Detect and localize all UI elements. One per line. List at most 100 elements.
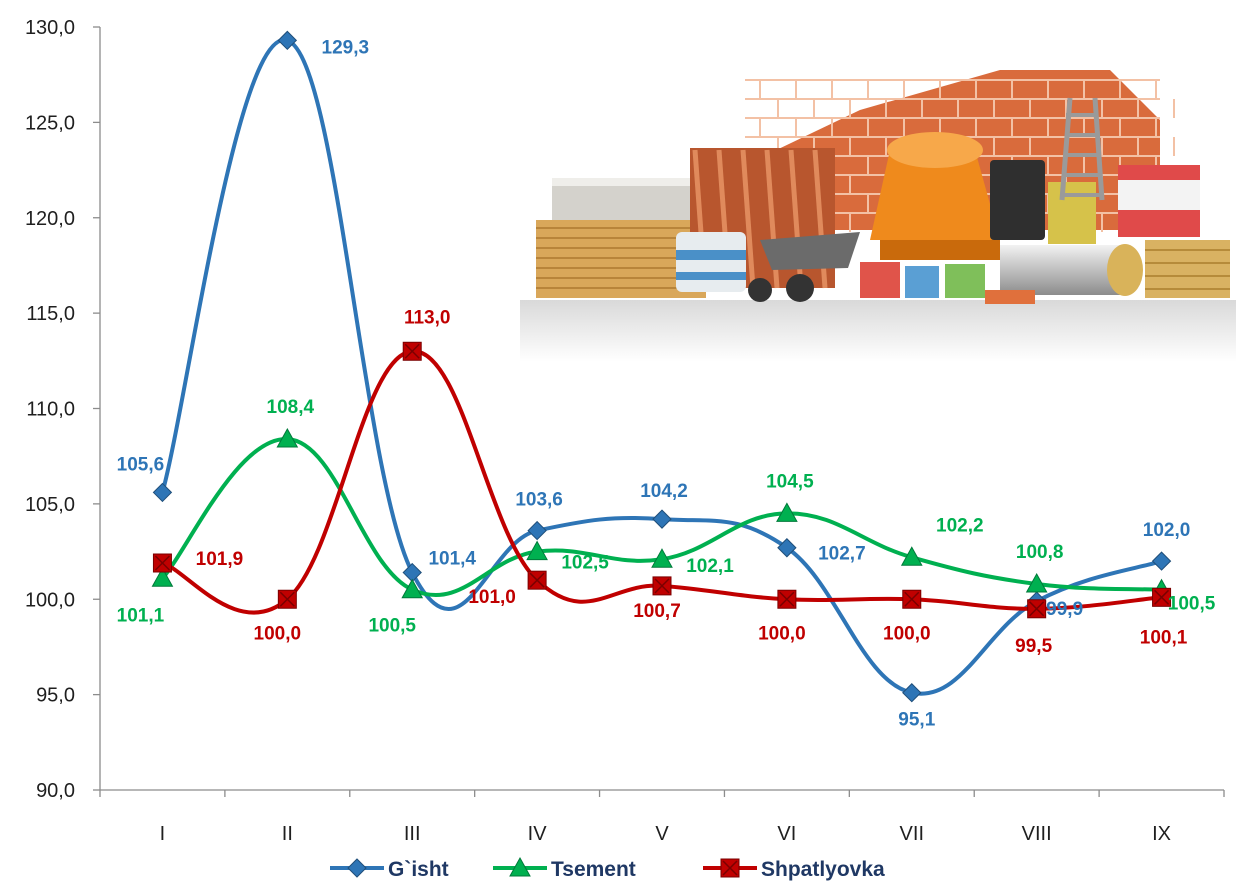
data-point-shpatlyovka-iv-cross-b <box>529 572 545 588</box>
data-label-shpatlyovka-i: 101,9 <box>196 549 244 570</box>
data-point-shpatlyovka-vii-cross-b <box>904 591 920 607</box>
y-tick-label: 110,0 <box>26 399 75 421</box>
y-tick-label: 95,0 <box>36 685 75 707</box>
y-tick-label: 105,0 <box>25 494 75 516</box>
data-label-tsement-viii: 100,8 <box>1016 542 1064 563</box>
data-label-g-isht-vi: 102,7 <box>818 544 866 565</box>
data-point-g-isht-iv <box>527 520 547 541</box>
legend-item-shpatlyovka: Shpatlyovka <box>703 858 885 881</box>
data-point-g-isht-vi <box>777 538 797 558</box>
data-label-tsement-vi: 104,5 <box>766 471 814 492</box>
data-point-tsement-v <box>651 548 673 568</box>
data-label-shpatlyovka-v: 100,7 <box>633 601 681 622</box>
legend-label: Tsement <box>551 858 636 881</box>
x-tick-label: IX <box>1152 823 1171 845</box>
data-label-shpatlyovka-vi: 100,0 <box>758 623 806 644</box>
data-point-shpatlyovka-iii-cross-b <box>404 343 420 359</box>
data-point-g-isht-i <box>152 482 173 503</box>
data-label-tsement-i: 101,1 <box>117 605 165 626</box>
data-point-shpatlyovka-v-cross-b <box>654 578 670 594</box>
y-tick-label: 130,0 <box>25 17 75 39</box>
data-label-shpatlyovka-iii: 113,0 <box>404 307 451 328</box>
series-line-shpatlyovka <box>160 349 1164 615</box>
x-tick-label: VIII <box>1022 823 1052 845</box>
data-point-g-isht-ix <box>1151 551 1172 571</box>
data-point-g-isht-vii <box>902 683 922 703</box>
series-shpatlyovka <box>152 341 1172 619</box>
y-tick-label: 90,0 <box>36 780 75 802</box>
data-point-shpatlyovka-i-cross-b <box>154 555 170 571</box>
data-label-g-isht-ii: 129,3 <box>322 37 370 58</box>
series-layer <box>151 30 1173 703</box>
cement-bags <box>676 232 746 292</box>
data-label-g-isht-viii: 99,9 <box>1046 599 1083 620</box>
data-point-tsement-iii <box>401 578 424 599</box>
data-label-g-isht-ix: 102,0 <box>1143 520 1191 541</box>
ladder <box>1059 97 1105 201</box>
data-label-tsement-ii: 108,4 <box>267 397 315 418</box>
floor-shadow <box>520 300 1236 362</box>
legend-marker <box>509 856 531 877</box>
data-point-tsement-iv <box>526 540 548 561</box>
data-label-tsement-ix: 100,5 <box>1168 594 1216 615</box>
legend-marker <box>347 858 367 878</box>
data-point-tsement-ii <box>276 427 299 448</box>
legend-item-g-isht: G`isht <box>330 858 449 881</box>
data-point-shpatlyovka-ix-cross-b <box>1154 589 1170 605</box>
y-tick-label: 115,0 <box>26 303 75 325</box>
y-tick-label: 125,0 <box>25 112 75 134</box>
data-label-shpatlyovka-vii: 100,0 <box>883 623 931 644</box>
data-label-shpatlyovka-ii: 100,0 <box>254 623 302 644</box>
data-label-shpatlyovka-iv: 101,0 <box>468 587 516 608</box>
axes: 90,0 95,0 100,0 105,0 110,0 115,0 120,0 125,0 13… <box>25 17 1225 845</box>
data-label-tsement-iii: 100,5 <box>368 616 416 637</box>
x-tick-label: III <box>404 823 421 845</box>
data-label-tsement-iv: 102,5 <box>561 553 609 574</box>
timber-beams <box>1145 240 1230 298</box>
data-point-g-isht-ii <box>277 30 298 51</box>
y-tick-label: 100,0 <box>25 589 75 611</box>
x-tick-label: I <box>160 823 166 845</box>
data-label-g-isht-iii: 101,4 <box>428 549 476 570</box>
x-tick-label: IV <box>528 823 548 845</box>
data-label-tsement-vii: 102,2 <box>936 515 984 536</box>
data-labels: 105,6 129,3 101,4 103,6 104,2 102,7 95,1 99,9 10… <box>117 37 1216 730</box>
insulation-roll <box>1000 244 1143 296</box>
data-label-g-isht-vii: 95,1 <box>898 710 935 731</box>
data-label-shpatlyovka-ix: 100,1 <box>1140 627 1188 648</box>
loose-bricks <box>985 290 1035 304</box>
legend-item-tsement: Tsement <box>493 856 636 881</box>
data-label-g-isht-iv: 103,6 <box>515 490 563 511</box>
paint-buckets <box>860 182 1096 298</box>
generator <box>990 160 1045 240</box>
data-point-tsement-vii <box>900 546 923 566</box>
data-label-tsement-v: 102,1 <box>686 556 734 577</box>
series-g-isht <box>152 30 1172 703</box>
data-label-shpatlyovka-viii: 99,5 <box>1015 636 1052 657</box>
data-point-shpatlyovka-vi-cross-b <box>779 591 795 607</box>
legend-label: G`isht <box>388 858 449 881</box>
x-tick-label: VII <box>900 823 924 845</box>
legend-label: Shpatlyovka <box>761 858 885 881</box>
construction-materials-image <box>520 70 1236 362</box>
legend: G`isht Tsement Shpatlyovka <box>330 856 885 881</box>
cement-mixer <box>870 132 1000 260</box>
data-point-tsement-i <box>151 567 174 587</box>
data-point-shpatlyovka-viii-cross-b <box>1029 601 1045 617</box>
x-tick-label: V <box>655 823 669 845</box>
data-point-g-isht-v <box>652 509 672 529</box>
series-line-tsement <box>160 436 1164 598</box>
board-stack <box>536 178 706 298</box>
y-tick-label: 120,0 <box>25 208 75 230</box>
data-label-g-isht-v: 104,2 <box>640 481 688 502</box>
x-tick-label: II <box>282 823 293 845</box>
x-tick-label: VI <box>777 823 796 845</box>
insulation-label <box>1118 180 1200 210</box>
data-label-g-isht-i: 105,6 <box>117 454 165 475</box>
data-point-shpatlyovka-ii-cross-b <box>279 591 295 607</box>
wheelbarrow <box>748 232 860 302</box>
data-point-tsement-vi <box>776 502 798 522</box>
legend-marker-cross-b <box>722 860 738 876</box>
data-point-tsement-viii <box>1025 572 1048 593</box>
